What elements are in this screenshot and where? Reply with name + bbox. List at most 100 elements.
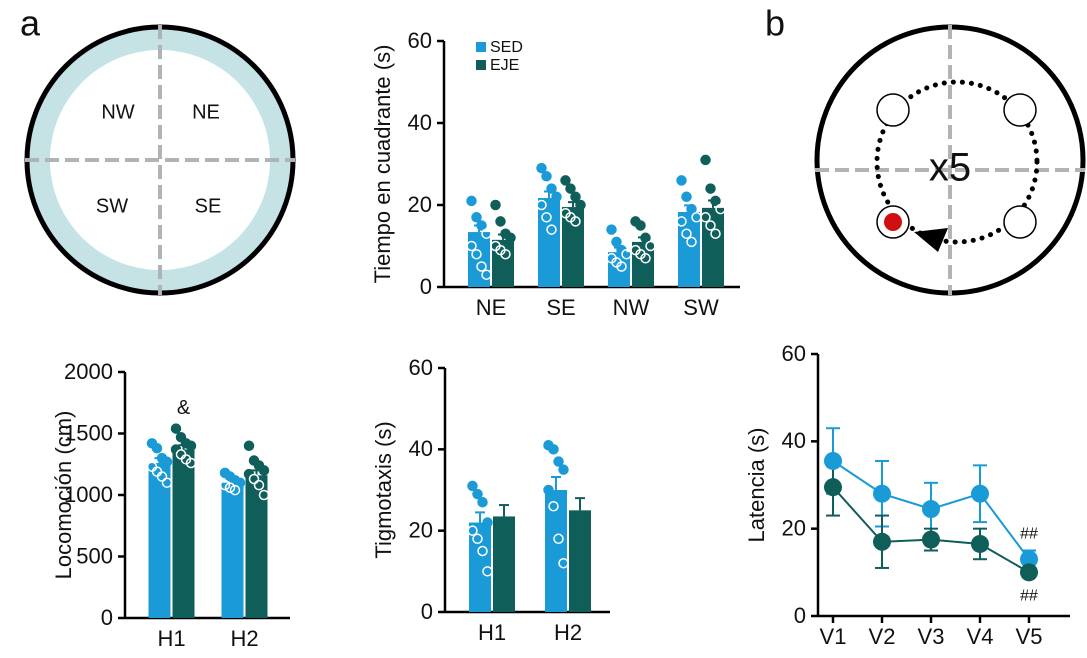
bar bbox=[492, 239, 514, 287]
legend-label: EJE bbox=[490, 57, 519, 74]
data-point bbox=[710, 228, 721, 239]
data-point bbox=[467, 525, 478, 536]
data-point bbox=[472, 488, 483, 500]
legend-swatch bbox=[476, 42, 486, 52]
quadrant-label: SW bbox=[96, 195, 128, 217]
data-point bbox=[490, 199, 501, 211]
y-tick-label: 40 bbox=[409, 436, 433, 461]
data-point bbox=[541, 212, 552, 223]
data-point bbox=[481, 228, 492, 239]
data-point bbox=[558, 557, 569, 569]
x-tick-label: H2 bbox=[554, 620, 582, 645]
data-point bbox=[705, 220, 716, 231]
data-point bbox=[681, 228, 692, 239]
data-point bbox=[570, 191, 581, 203]
bar bbox=[172, 449, 195, 618]
data-point bbox=[541, 171, 552, 182]
series-marker bbox=[971, 534, 989, 553]
data-point bbox=[546, 183, 557, 194]
data-point bbox=[466, 195, 477, 207]
data-point bbox=[219, 479, 231, 491]
bar bbox=[245, 475, 268, 618]
bar bbox=[148, 463, 171, 618]
y-axis-label: Tiempo en cuadrante (s) bbox=[370, 45, 395, 284]
bar bbox=[702, 207, 724, 287]
data-point bbox=[645, 240, 656, 252]
arena-diagram bbox=[814, 24, 1086, 296]
bar bbox=[493, 516, 515, 612]
data-point bbox=[477, 545, 488, 557]
data-point bbox=[224, 482, 236, 493]
data-point bbox=[676, 175, 687, 186]
bar bbox=[468, 232, 490, 287]
data-point bbox=[621, 248, 632, 260]
y-tick-label: 0 bbox=[101, 605, 113, 630]
data-point bbox=[229, 484, 241, 496]
x-tick-label: SW bbox=[683, 295, 719, 320]
data-point bbox=[477, 496, 488, 508]
bar bbox=[678, 211, 700, 287]
data-point bbox=[476, 261, 487, 272]
data-point bbox=[253, 479, 265, 491]
bar bbox=[545, 490, 567, 612]
quadrant-label: SE bbox=[195, 195, 222, 217]
y-tick-label: 500 bbox=[76, 543, 113, 568]
data-point bbox=[471, 248, 482, 260]
data-point bbox=[575, 199, 586, 211]
data-point bbox=[546, 224, 557, 235]
data-point bbox=[558, 464, 569, 475]
x-tick-label: SE bbox=[546, 295, 575, 320]
y-axis-label: Latencia (s) bbox=[744, 428, 769, 543]
legend-swatch bbox=[476, 60, 486, 70]
series-marker bbox=[873, 532, 891, 551]
bar bbox=[221, 482, 244, 618]
data-point bbox=[161, 477, 173, 488]
x-tick-label: H1 bbox=[478, 620, 506, 645]
data-point bbox=[466, 240, 477, 252]
data-point bbox=[248, 473, 260, 485]
quadrant-label: NW bbox=[101, 101, 134, 123]
y-tick-label: 60 bbox=[408, 28, 432, 53]
data-point bbox=[640, 253, 651, 264]
panel-label: a bbox=[20, 3, 41, 44]
data-point bbox=[505, 232, 516, 244]
data-point bbox=[715, 203, 726, 215]
data-point bbox=[471, 212, 482, 223]
data-point bbox=[548, 444, 559, 455]
data-point bbox=[676, 216, 687, 227]
data-point bbox=[705, 183, 716, 194]
legend-label: SED bbox=[490, 39, 523, 56]
y-axis-label: Locomoción (cm) bbox=[51, 411, 76, 580]
data-point bbox=[611, 236, 622, 248]
data-point bbox=[543, 484, 554, 496]
arena-diagram bbox=[24, 24, 296, 296]
trials-label: x5 bbox=[929, 146, 971, 190]
series-marker bbox=[922, 500, 940, 519]
data-point bbox=[686, 203, 697, 215]
data-point bbox=[710, 195, 721, 207]
annotation: ## bbox=[1020, 526, 1038, 543]
data-point bbox=[551, 191, 562, 203]
bar bbox=[469, 522, 491, 612]
data-point bbox=[258, 489, 270, 501]
data-point bbox=[467, 480, 478, 492]
data-point bbox=[570, 216, 581, 227]
series-marker bbox=[971, 484, 989, 503]
data-point bbox=[681, 191, 692, 203]
data-point bbox=[258, 465, 270, 476]
data-point bbox=[616, 261, 627, 272]
bar bbox=[562, 207, 584, 287]
data-point bbox=[185, 457, 197, 469]
bar bbox=[608, 252, 630, 287]
y-tick-label: 20 bbox=[408, 192, 432, 217]
data-point bbox=[151, 443, 163, 454]
data-point bbox=[700, 154, 711, 166]
series-marker bbox=[824, 451, 842, 470]
y-tick-label: 40 bbox=[782, 428, 806, 453]
data-point bbox=[565, 183, 576, 194]
data-point bbox=[185, 440, 197, 452]
x-tick-label: V2 bbox=[869, 624, 896, 649]
y-tick-label: 0 bbox=[420, 274, 432, 299]
y-tick-label: 0 bbox=[421, 599, 433, 624]
